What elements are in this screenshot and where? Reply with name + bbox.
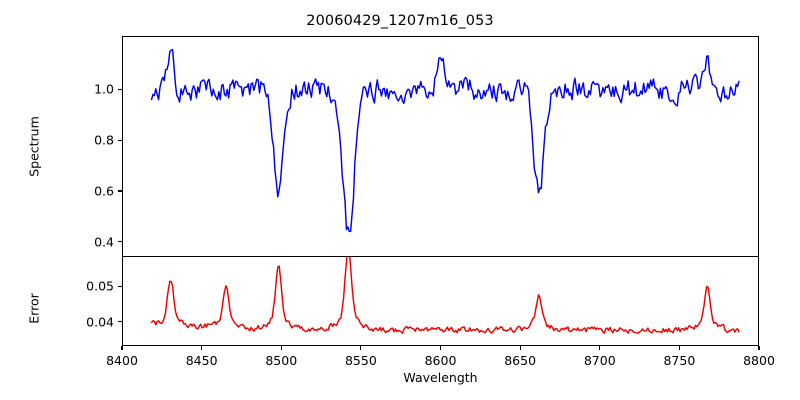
x-tick xyxy=(519,346,521,350)
error-y-tick xyxy=(118,321,122,323)
x-tick-label: 8550 xyxy=(344,353,377,368)
page-title: 20060429_1207m16_053 xyxy=(306,13,494,29)
x-tick xyxy=(439,346,442,350)
spectrum-y-tick xyxy=(118,139,122,141)
error-y-tick-label: 0.05 xyxy=(86,278,114,294)
error-y-tick-label: 0.04 xyxy=(86,314,114,330)
error-line-series xyxy=(150,257,740,335)
spectrum-y-axis-label: Spectrum xyxy=(26,116,42,177)
spectrum-y-tick-label: 0.4 xyxy=(94,234,114,250)
x-tick-label: 8700 xyxy=(583,353,616,368)
spectrum-y-tick xyxy=(118,190,122,192)
spectrum-line-series xyxy=(150,48,740,233)
x-tick xyxy=(280,346,282,350)
x-tick-label: 8600 xyxy=(424,353,457,368)
spectrum-y-tick xyxy=(118,88,122,90)
x-tick xyxy=(758,346,760,350)
error-y-axis-label: Error xyxy=(26,293,42,324)
x-tick xyxy=(599,346,601,350)
x-tick-label: 8400 xyxy=(106,353,138,368)
spectrum-y-tick-label: 0.6 xyxy=(94,183,114,199)
spectrum-y-tick-label: 1.0 xyxy=(94,81,114,97)
x-tick-label: 8450 xyxy=(185,353,218,368)
x-tick xyxy=(201,346,203,350)
x-tick-label: 8650 xyxy=(504,353,537,368)
x-tick xyxy=(678,346,680,350)
x-tick xyxy=(360,346,362,350)
spectrum-y-tick xyxy=(118,241,122,243)
x-tick xyxy=(121,346,123,350)
spectrum-plot-area xyxy=(122,36,759,257)
x-tick-label: 8800 xyxy=(743,353,775,368)
error-plot-area xyxy=(122,256,759,346)
spectrum-y-tick-label: 0.8 xyxy=(94,132,114,148)
x-axis-label: Wavelength xyxy=(403,370,478,385)
x-tick-label: 8500 xyxy=(265,353,298,368)
x-tick-label: 8750 xyxy=(663,353,696,368)
error-y-tick xyxy=(118,285,122,287)
